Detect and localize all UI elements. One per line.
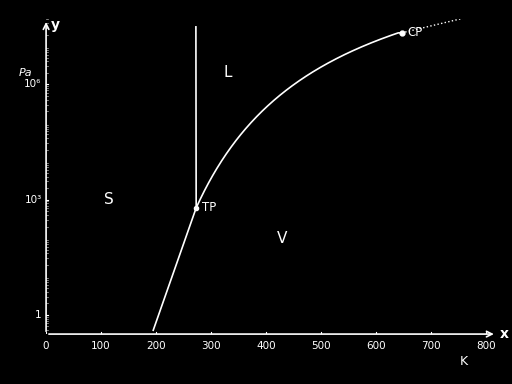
Text: 700: 700: [421, 341, 440, 351]
Text: 300: 300: [201, 341, 221, 351]
Text: 10³: 10³: [25, 195, 41, 205]
Text: 200: 200: [146, 341, 166, 351]
Text: 400: 400: [256, 341, 275, 351]
Text: V: V: [277, 230, 288, 246]
Text: L: L: [223, 65, 231, 80]
Text: 100: 100: [91, 341, 111, 351]
Text: 0: 0: [43, 341, 49, 351]
Text: y: y: [51, 18, 59, 32]
Text: CP: CP: [407, 26, 422, 40]
Text: 600: 600: [366, 341, 386, 351]
Text: 1: 1: [35, 310, 41, 320]
Text: TP: TP: [202, 201, 216, 214]
Text: 800: 800: [476, 341, 496, 351]
Text: x: x: [499, 327, 508, 341]
Text: Pa: Pa: [19, 68, 32, 78]
Text: K: K: [460, 355, 468, 368]
Text: S: S: [104, 192, 114, 207]
Text: 500: 500: [311, 341, 331, 351]
Text: 10⁶: 10⁶: [24, 79, 41, 89]
